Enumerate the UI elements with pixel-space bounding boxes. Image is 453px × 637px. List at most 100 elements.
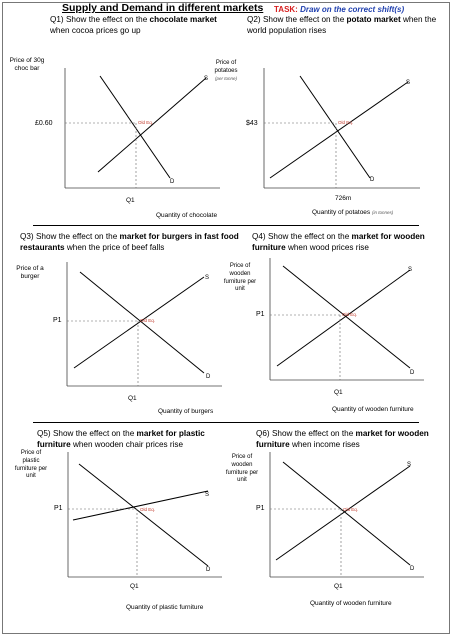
q2-number: Q2) [247, 15, 261, 24]
q6-q1-label: Q1 [334, 583, 343, 590]
q5-old-eq-label: Old Eq. [140, 507, 155, 512]
q4-y-axis-label: Price of wooden furniture per unit [223, 263, 257, 293]
q1-supply-label: S [204, 76, 208, 82]
q3-y-axis-label: Price of a burger [16, 265, 44, 281]
q5-market: market for plastic furniture [37, 429, 205, 450]
q2-question: Q2) Show the effect on the potato market… [247, 14, 447, 37]
q6-demand-label: D [410, 566, 415, 572]
q4-old-eq-label: Old Eq. [342, 312, 357, 317]
q3-x-axis-label: Quantity of burgers [158, 408, 214, 415]
q6-text-c: when income rises [289, 440, 360, 450]
q4-supply-label: S [408, 267, 412, 273]
q4-x-axis-label: Quantity of wooden furniture [332, 406, 414, 413]
q6-demand-curve [282, 461, 411, 566]
q2-demand-curve [299, 75, 371, 179]
q2-y-axis-unit: (per tonne) [214, 75, 237, 81]
q2-price-label: $43 [246, 120, 258, 127]
q1-supply-curve [97, 77, 207, 173]
q4-q1-label: Q1 [334, 389, 343, 396]
q5-q1-label: Q1 [130, 583, 139, 590]
q2-x-axis-title: Quantity of potatoes [312, 209, 371, 216]
q5-x-axis-label: Quantity of plastic furniture [126, 604, 204, 611]
q3-q1-label: Q1 [128, 395, 137, 402]
q5-y-axis-label: Price of plastic furniture per unit [14, 450, 48, 480]
q6-old-eq-label: Old Eq. [343, 507, 358, 512]
q4-market: market for wooden furniture [252, 232, 425, 253]
q4-demand-curve [282, 265, 411, 369]
q1-old-eq-label: Old Eq. [138, 120, 153, 125]
q1-question: Q1) Show the effect on the chocolate mar… [50, 14, 220, 37]
q3-demand-curve [79, 271, 205, 374]
q1-x-axis-label: Quantity of chocolate [156, 212, 218, 219]
q6-supply-curve [275, 465, 411, 561]
q2-text-a: Show the effect on the [262, 15, 347, 24]
q4-demand-label: D [410, 370, 415, 376]
q2-x-axis-unit: (in tonnes) [372, 210, 394, 215]
q4-text-a: Show the effect on the [267, 232, 352, 241]
q4-supply-curve [276, 269, 411, 367]
q4-text-c: when wood prices rise [285, 243, 369, 253]
q1-number: Q1) [50, 15, 64, 24]
q2-y-axis-title: Price of potatoes [214, 60, 238, 74]
q2-supply-curve [269, 81, 409, 179]
q5-question: Q5) Show the effect on the market for pl… [37, 428, 233, 451]
q3-supply-curve [73, 276, 205, 369]
worksheet-title: Supply and Demand in different markets [62, 2, 264, 14]
q2-text-c: when the world population rises [247, 15, 437, 36]
q6-y-axis-label: Price of wooden furniture per unit [225, 454, 259, 484]
q4-number: Q4) [252, 232, 266, 241]
q5-demand-label: D [206, 567, 211, 573]
q2-old-eq-label: Old Eq. [338, 120, 353, 125]
q1-text-c: when cocoa prices go up [50, 26, 141, 36]
q3-text-a: Show the effect on the [35, 232, 120, 241]
q2-y-axis-label: Price of potatoes (per tonne) [206, 60, 246, 83]
q3-demand-label: D [206, 374, 211, 380]
task-label: TASK: [274, 5, 298, 14]
q2-demand-label: D [370, 177, 375, 183]
q5-supply-curve [72, 490, 209, 521]
section-divider-1 [33, 225, 419, 226]
q1-demand-curve [99, 75, 171, 179]
q6-market: market for wooden furniture [256, 429, 429, 450]
q2-x-axis-label: Quantity of potatoes (in tonnes) [312, 209, 394, 217]
q3-p1-label: P1 [53, 317, 62, 324]
section-divider-2 [33, 422, 419, 423]
q1-y-axis-label: Price of 30g choc bar [9, 57, 45, 73]
q4-question: Q4) Show the effect on the market for wo… [252, 231, 450, 254]
q3-question: Q3) Show the effect on the market for bu… [20, 231, 252, 254]
q3-text-c: when the price of beef falls [64, 243, 165, 253]
q3-supply-label: S [205, 275, 209, 281]
q5-p1-label: P1 [54, 505, 63, 512]
q3-market: market for burgers in fast food restaura… [20, 232, 239, 253]
q4-p1-label: P1 [256, 311, 265, 318]
q6-supply-label: S [407, 462, 411, 468]
q1-market: chocolate market [149, 15, 217, 24]
q1-price-label: £0.60 [35, 120, 53, 127]
q2-supply-label: S [406, 80, 410, 86]
q6-number: Q6) [256, 429, 270, 438]
q6-x-axis-label: Quantity of wooden furniture [310, 600, 392, 607]
q3-number: Q3) [20, 232, 34, 241]
q2-quantity-label: 726m [335, 195, 352, 202]
task-text: Draw on the correct shift(s) [300, 5, 405, 14]
q5-text-a: Show the effect on the [52, 429, 137, 438]
q6-question: Q6) Show the effect on the market for wo… [256, 428, 448, 451]
q6-text-a: Show the effect on the [271, 429, 356, 438]
q1-demand-label: D [170, 179, 175, 185]
q3-old-eq-label: Old Eq. [140, 318, 155, 323]
q5-number: Q5) [37, 429, 51, 438]
q5-supply-label: S [205, 492, 209, 498]
q6-p1-label: P1 [256, 505, 265, 512]
q1-q1-label: Q1 [126, 197, 135, 204]
q5-demand-curve [78, 463, 209, 567]
q5-text-c: when wooden chair prices rise [70, 440, 184, 450]
task-instruction: TASK: Draw on the correct shift(s) [274, 6, 404, 14]
